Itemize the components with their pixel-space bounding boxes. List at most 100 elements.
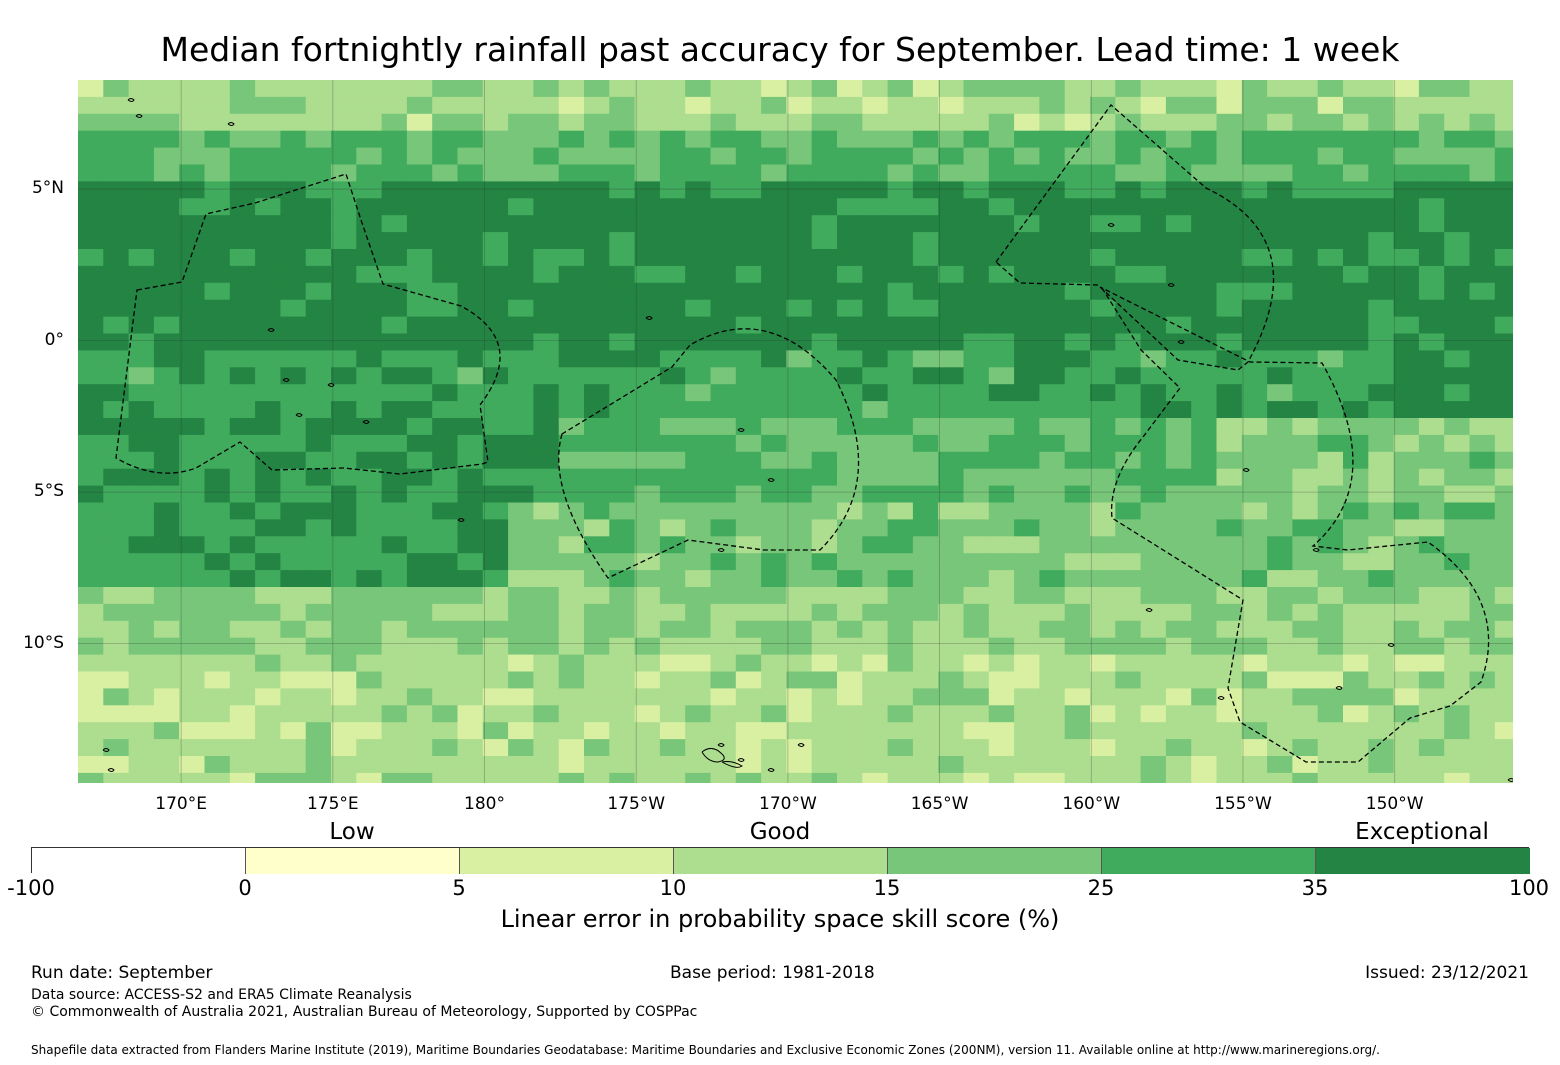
grid-cell — [406, 350, 433, 368]
grid-cell — [609, 468, 636, 487]
grid-cell — [1014, 316, 1040, 334]
grid-cell — [685, 553, 711, 571]
grid-cell — [1241, 299, 1268, 318]
grid-cell — [735, 519, 762, 537]
grid-cell — [862, 232, 889, 250]
grid-cell — [128, 249, 155, 267]
grid-cell — [811, 705, 838, 723]
grid-cell — [685, 671, 711, 689]
grid-cell — [381, 468, 408, 487]
grid-cell — [1469, 316, 1496, 334]
grid-cell — [229, 468, 256, 487]
grid-cell — [710, 113, 737, 132]
grid-cell — [887, 282, 914, 301]
grid-cell — [735, 198, 762, 216]
grid-cell — [482, 282, 509, 301]
grid-cell — [1368, 147, 1395, 165]
grid-cell — [862, 468, 889, 487]
base-period: Base period: 1981-2018 — [670, 963, 875, 983]
grid-cell — [1393, 536, 1420, 554]
grid-cell — [255, 316, 281, 334]
grid-cell — [1090, 164, 1116, 182]
grid-cell — [128, 130, 155, 149]
grid-cell — [1267, 181, 1293, 199]
grid-cell — [103, 215, 130, 233]
grid-cell — [1444, 502, 1470, 520]
grid-cell — [204, 181, 231, 199]
grid-cell — [963, 553, 990, 571]
grid-cell — [837, 756, 863, 774]
grid-cell — [761, 756, 787, 774]
grid-cell — [1064, 671, 1091, 689]
grid-cell — [1241, 671, 1268, 689]
grid-cell — [1393, 333, 1420, 351]
grid-cell — [685, 705, 711, 723]
grid-cell — [963, 418, 990, 436]
grid-cell — [1267, 603, 1293, 622]
grid-cell — [558, 198, 585, 216]
grid-cell — [1090, 350, 1116, 368]
grid-cell — [1292, 96, 1319, 115]
grid-cell — [280, 603, 307, 622]
grid-cell — [406, 164, 433, 182]
grid-cell — [1317, 164, 1344, 182]
grid-cell — [103, 265, 130, 284]
grid-cell — [1216, 181, 1243, 199]
grid-cell — [1064, 418, 1091, 436]
grid-cell — [1418, 147, 1445, 165]
grid-cell — [1418, 113, 1445, 132]
grid-cell — [938, 772, 964, 783]
grid-cell — [634, 80, 661, 98]
grid-cell — [1140, 232, 1167, 250]
grid-cell — [938, 164, 964, 182]
grid-cell — [1267, 772, 1293, 783]
grid-cell — [1241, 620, 1268, 639]
grid-cell — [103, 603, 130, 622]
grid-cell — [1039, 434, 1066, 453]
grid-cell — [558, 232, 585, 250]
grid-cell — [356, 299, 383, 318]
grid-cell — [255, 620, 281, 639]
grid-cell — [1469, 265, 1496, 284]
grid-cell — [153, 654, 180, 672]
grid-cell — [1469, 113, 1496, 132]
grid-cell — [988, 299, 1015, 318]
grid-cell — [1368, 654, 1395, 672]
grid-cell — [634, 130, 661, 149]
grid-cell — [1418, 384, 1445, 402]
grid-cell — [938, 603, 964, 622]
grid-cell — [1039, 113, 1066, 132]
grid-cell — [1241, 367, 1268, 385]
grid-cell — [432, 232, 458, 250]
grid-cell — [1418, 502, 1445, 520]
grid-cell — [786, 164, 813, 182]
grid-cell — [811, 367, 838, 385]
grid-cell — [963, 401, 990, 419]
grid-cell — [1292, 603, 1319, 622]
grid-cell — [128, 164, 155, 182]
grid-cell — [1191, 553, 1217, 571]
grid-cell — [1165, 620, 1192, 639]
grid-cell — [1444, 367, 1470, 385]
grid-cell — [229, 198, 256, 216]
grid-cell — [786, 772, 813, 783]
grid-cell — [1292, 519, 1319, 537]
grid-cell — [1494, 502, 1513, 520]
grid-cell — [1469, 553, 1496, 571]
grid-cell — [508, 282, 534, 301]
grid-cell — [1292, 147, 1319, 165]
grid-cell — [659, 130, 686, 149]
grid-cell — [811, 502, 838, 520]
grid-cell — [78, 688, 104, 706]
grid-cell — [381, 282, 408, 301]
grid-cell — [153, 384, 180, 402]
grid-cell — [1469, 249, 1496, 267]
grid-cell — [1140, 434, 1167, 453]
grid-cell — [280, 282, 307, 301]
grid-cell — [204, 113, 231, 132]
grid-cell — [1317, 401, 1344, 419]
grid-cell — [1368, 80, 1395, 98]
grid-cell — [963, 147, 990, 165]
grid-cell — [280, 705, 307, 723]
grid-cell — [103, 739, 130, 757]
